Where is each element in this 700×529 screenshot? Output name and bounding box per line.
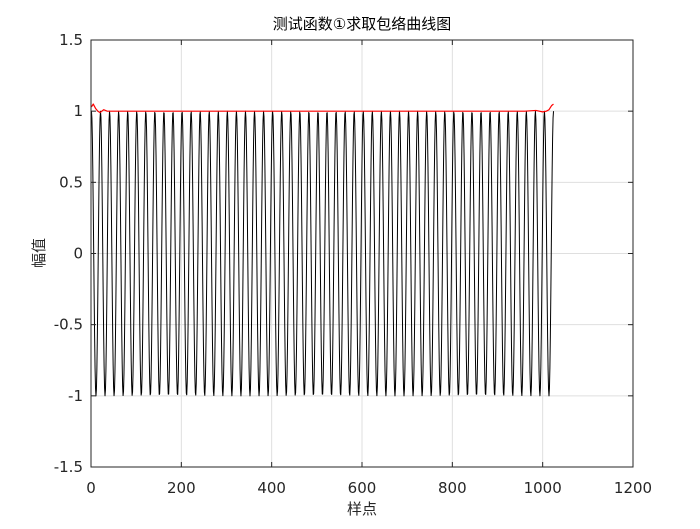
y-tick-label: -1 (68, 387, 83, 405)
x-tick-label: 400 (257, 479, 286, 497)
tick-labels: 0 200 400 600 800 1000 1200 -1.5 -1 -0.5 0 0.5 1 1.5 (54, 31, 652, 497)
x-tick-label: 800 (438, 479, 467, 497)
x-tick-label: 200 (167, 479, 196, 497)
y-tick-label: 1.5 (59, 31, 83, 49)
ticks (90, 39, 634, 468)
y-tick-label: -1.5 (54, 458, 83, 476)
envelope-line (90, 103, 554, 114)
signal-line (90, 110, 555, 397)
x-tick-label: 600 (348, 479, 377, 497)
y-tick-label: 0.5 (59, 173, 83, 191)
x-tick-label: 1000 (524, 479, 562, 497)
y-tick-label: -0.5 (54, 316, 83, 334)
x-tick-label: 0 (86, 479, 96, 497)
series-layer (90, 103, 555, 397)
chart-title: 测试函数①求取包络曲线图 (273, 15, 451, 33)
y-axis-label: 幅值 (30, 238, 48, 268)
y-tick-label: 1 (73, 102, 83, 120)
x-tick-label: 1200 (614, 479, 652, 497)
y-tick-label: 0 (73, 245, 83, 263)
x-axis-label: 样点 (347, 500, 377, 518)
